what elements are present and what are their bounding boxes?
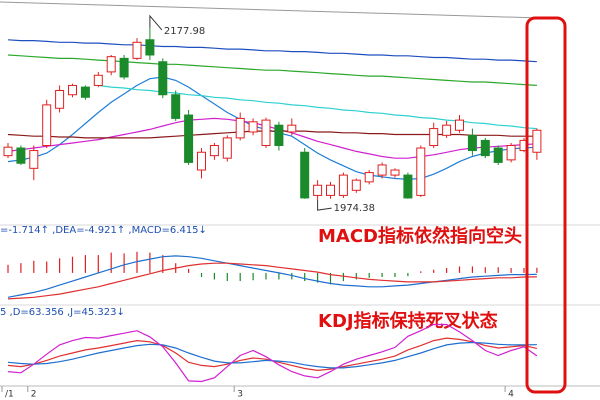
highlight-box <box>525 16 567 394</box>
candle-body <box>171 94 181 119</box>
candle-body <box>442 124 452 136</box>
indicator-line <box>7 54 537 86</box>
candle-body <box>29 150 39 169</box>
candle-body <box>416 147 426 196</box>
candle-body <box>16 147 26 164</box>
high-pointer <box>149 14 163 31</box>
annotation: KDJ指标保持死叉状态 <box>318 310 498 332</box>
candle-body <box>132 41 142 59</box>
indicator-line <box>7 255 537 298</box>
candle-body <box>326 184 335 196</box>
annotation: MACD指标依然指向空头 <box>318 225 522 247</box>
candle-body <box>351 179 361 191</box>
candle-body <box>493 147 503 163</box>
candle-body <box>261 119 271 146</box>
candle-body <box>274 124 284 146</box>
candle-body <box>248 121 258 133</box>
candle-body <box>364 172 374 183</box>
candle-body <box>377 164 387 176</box>
candle-body <box>119 57 129 78</box>
indicator-header: 5 ,D=63.356 ,J=45.323↓ <box>0 307 125 318</box>
candle-body <box>80 86 90 98</box>
candle-body <box>68 84 77 96</box>
indicator-line <box>7 262 537 300</box>
candle-body <box>300 151 310 199</box>
candle-body <box>106 56 116 73</box>
candle-body <box>184 114 194 163</box>
low-pointer <box>317 200 332 211</box>
x-tick-label: 3 <box>237 390 243 400</box>
indicator-header: =-1.714↑ ,DEA=-4.921↑ ,MACD=6.415↓ <box>0 225 207 236</box>
candle-body <box>313 184 323 196</box>
candle-body <box>403 174 413 199</box>
candle-body <box>93 74 103 86</box>
candle-body <box>455 119 464 131</box>
candle-body <box>222 137 232 159</box>
candle-body <box>158 61 168 96</box>
low-label: 1974.38 <box>334 203 375 214</box>
candle-body <box>55 90 65 109</box>
candle-body <box>287 124 297 133</box>
candle-body <box>145 39 155 56</box>
indicator-line <box>7 323 538 383</box>
candle-body <box>390 169 400 176</box>
candle-body <box>480 139 490 157</box>
indicator-line <box>7 39 537 63</box>
x-tick-label: 2 <box>31 390 37 400</box>
candle-body <box>532 129 542 153</box>
candle-body <box>338 174 348 196</box>
candle-body <box>506 144 516 161</box>
candle-body <box>209 144 219 157</box>
x-tick-label: 4 <box>508 390 514 400</box>
candle-body <box>42 104 52 146</box>
candle-body <box>197 151 206 171</box>
x-tick-label: /1 <box>5 390 14 400</box>
candle-body <box>429 128 439 146</box>
trend-line <box>0 1 541 19</box>
candle-body <box>3 146 13 157</box>
indicator-line <box>7 117 537 159</box>
candle-body <box>467 134 477 152</box>
candle-body <box>235 117 245 139</box>
high-label: 2177.98 <box>164 26 205 37</box>
